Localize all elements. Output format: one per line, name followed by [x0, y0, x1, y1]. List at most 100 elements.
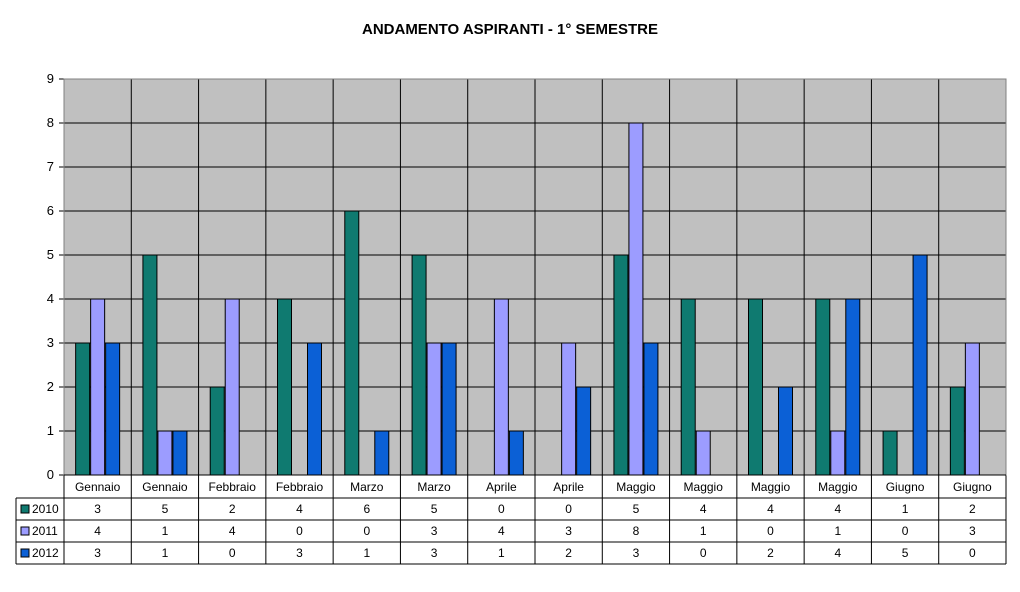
- bar-2010: [613, 254, 629, 476]
- category-label: Aprile: [553, 480, 584, 494]
- category-label: Maggio: [616, 480, 656, 494]
- data-table-cell: 2: [969, 502, 976, 516]
- bar-2010: [277, 298, 292, 476]
- category-label: Gennaio: [142, 480, 188, 494]
- data-table-cell: 0: [969, 546, 976, 560]
- bar-2010: [75, 342, 91, 476]
- bar-2010: [209, 386, 225, 476]
- bar-2010: [815, 298, 831, 476]
- bar-2012: [374, 430, 390, 476]
- bar-2012: [508, 430, 524, 476]
- data-table-cell: 1: [363, 546, 370, 560]
- bar-2011: [964, 342, 980, 476]
- y-tick-label: 4: [47, 291, 54, 306]
- data-table-cell: 0: [498, 502, 505, 516]
- bar-2012: [778, 386, 793, 476]
- data-table-cell: 5: [633, 502, 640, 516]
- y-tick-label: 7: [47, 159, 54, 174]
- bar-2011: [628, 122, 644, 476]
- category-label: Aprile: [486, 480, 517, 494]
- data-table-cell: 5: [162, 502, 169, 516]
- bar-2012: [576, 386, 592, 476]
- data-table-cell: 1: [902, 502, 909, 516]
- data-table-cell: 3: [969, 524, 976, 538]
- bar-2011: [561, 342, 577, 476]
- y-tick-label: 5: [47, 247, 54, 262]
- y-tick-label: 3: [47, 335, 54, 350]
- data-table-cell: 4: [834, 502, 841, 516]
- legend-swatch-2010: [20, 504, 30, 514]
- data-table-cell: 3: [296, 546, 303, 560]
- data-table-cell: 1: [700, 524, 707, 538]
- data-table-cell: 3: [94, 546, 101, 560]
- category-label: Maggio: [818, 480, 858, 494]
- bar-2011: [830, 430, 846, 476]
- data-table-cell: 2: [229, 502, 236, 516]
- data-table-cell: 4: [229, 524, 236, 538]
- data-table-cell: 1: [498, 546, 505, 560]
- data-table-cell: 4: [767, 502, 774, 516]
- data-table-cell: 4: [94, 524, 101, 538]
- y-tick-label: 2: [47, 379, 54, 394]
- bar-2010: [344, 210, 360, 476]
- legend-label: 2010: [32, 502, 59, 516]
- data-table-cell: 8: [633, 524, 640, 538]
- bar-2011: [157, 430, 173, 476]
- category-label: Febbraio: [209, 480, 257, 494]
- data-table-cell: 0: [296, 524, 303, 538]
- y-tick-label: 9: [47, 71, 54, 86]
- bar-2012: [172, 430, 188, 476]
- y-tick-label: 0: [47, 467, 54, 482]
- data-table-cell: 3: [431, 546, 438, 560]
- data-table-cell: 0: [700, 546, 707, 560]
- y-tick-label: 8: [47, 115, 54, 130]
- data-table-cell: 5: [902, 546, 909, 560]
- bar-2012: [105, 342, 121, 476]
- bar-2011: [90, 298, 106, 476]
- bar-2010: [882, 430, 898, 476]
- category-label: Marzo: [350, 480, 384, 494]
- bar-2012: [307, 342, 322, 476]
- chart-title: ANDAMENTO ASPIRANTI - 1° SEMESTRE: [361, 21, 659, 38]
- y-tick-label: 1: [47, 423, 54, 438]
- data-table-cell: 6: [363, 502, 370, 516]
- data-table-cell: 4: [296, 502, 303, 516]
- data-table-cell: 4: [834, 546, 841, 560]
- data-table-cell: 4: [498, 524, 505, 538]
- data-table-cell: 0: [229, 546, 236, 560]
- legend-swatch-2011: [20, 526, 30, 536]
- data-table-cell: 0: [363, 524, 370, 538]
- data-table-cell: 3: [94, 502, 101, 516]
- data-table-cell: 0: [902, 524, 909, 538]
- category-label: Giugno: [886, 480, 925, 494]
- category-label: Febbraio: [276, 480, 324, 494]
- category-label: Giugno: [953, 480, 992, 494]
- bar-2011: [695, 430, 711, 476]
- data-table-cell: 1: [162, 524, 169, 538]
- data-table-cell: 1: [834, 524, 841, 538]
- legend-label: 2012: [32, 546, 59, 560]
- bar-2012: [912, 254, 928, 476]
- data-table-cell: 3: [565, 524, 572, 538]
- data-table-cell: 4: [700, 502, 707, 516]
- data-table-cell: 3: [431, 524, 438, 538]
- data-table-cell: 3: [633, 546, 640, 560]
- y-tick-label: 6: [47, 203, 54, 218]
- data-table-cell: 5: [431, 502, 438, 516]
- bar-2012: [441, 342, 457, 476]
- category-label: Maggio: [751, 480, 791, 494]
- data-table-cell: 1: [162, 546, 169, 560]
- bar-2010: [949, 386, 965, 476]
- bar-2010: [142, 254, 158, 476]
- data-table-cell: 2: [565, 546, 572, 560]
- bar-2012: [845, 298, 861, 476]
- bar-2011: [224, 298, 240, 476]
- bar-2011: [493, 298, 509, 476]
- category-label: Marzo: [417, 480, 451, 494]
- bar-2010: [411, 254, 427, 476]
- category-label: Maggio: [684, 480, 724, 494]
- legend-swatch-2012: [20, 548, 30, 558]
- legend-label: 2011: [32, 524, 58, 538]
- bar-2010: [748, 298, 763, 476]
